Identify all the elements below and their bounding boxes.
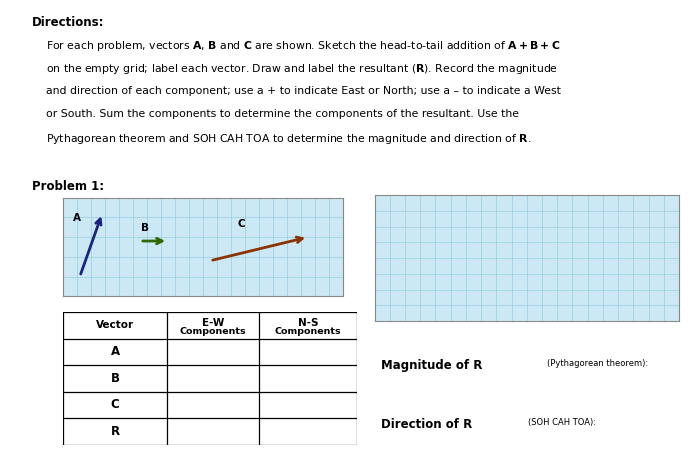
Text: Pythagorean theorem and SOH CAH TOA to determine the magnitude and direction of : Pythagorean theorem and SOH CAH TOA to d… <box>46 132 531 146</box>
Text: A: A <box>111 345 120 358</box>
Text: and direction of each component; use a + to indicate East or North; use a – to i: and direction of each component; use a +… <box>46 86 561 96</box>
Text: Magnitude of R: Magnitude of R <box>381 359 482 372</box>
Text: C: C <box>111 398 120 411</box>
Text: Problem 1:: Problem 1: <box>32 180 104 193</box>
Text: Direction of R: Direction of R <box>381 418 472 431</box>
Text: B: B <box>141 223 149 233</box>
Text: E-W: E-W <box>202 317 224 328</box>
Text: Components: Components <box>274 327 341 336</box>
Text: or South. Sum the components to determine the components of the resultant. Use t: or South. Sum the components to determin… <box>46 109 519 119</box>
Text: A: A <box>73 213 80 223</box>
Text: R: R <box>111 425 120 438</box>
Text: on the empty grid; label each vector. Draw and label the resultant ($\mathbf{R}$: on the empty grid; label each vector. Dr… <box>46 62 558 76</box>
Text: (Pythagorean theorem):: (Pythagorean theorem): <box>547 359 648 368</box>
Text: Components: Components <box>180 327 246 336</box>
Text: Directions:: Directions: <box>32 16 104 29</box>
Text: N-S: N-S <box>298 317 318 328</box>
Text: Vector: Vector <box>96 320 134 330</box>
Text: B: B <box>111 372 120 385</box>
Text: For each problem, vectors $\mathbf{A}$, $\mathbf{B}$ and $\mathbf{C}$ are shown.: For each problem, vectors $\mathbf{A}$, … <box>46 39 560 53</box>
Text: C: C <box>238 219 246 229</box>
Text: (SOH CAH TOA):: (SOH CAH TOA): <box>528 418 596 427</box>
